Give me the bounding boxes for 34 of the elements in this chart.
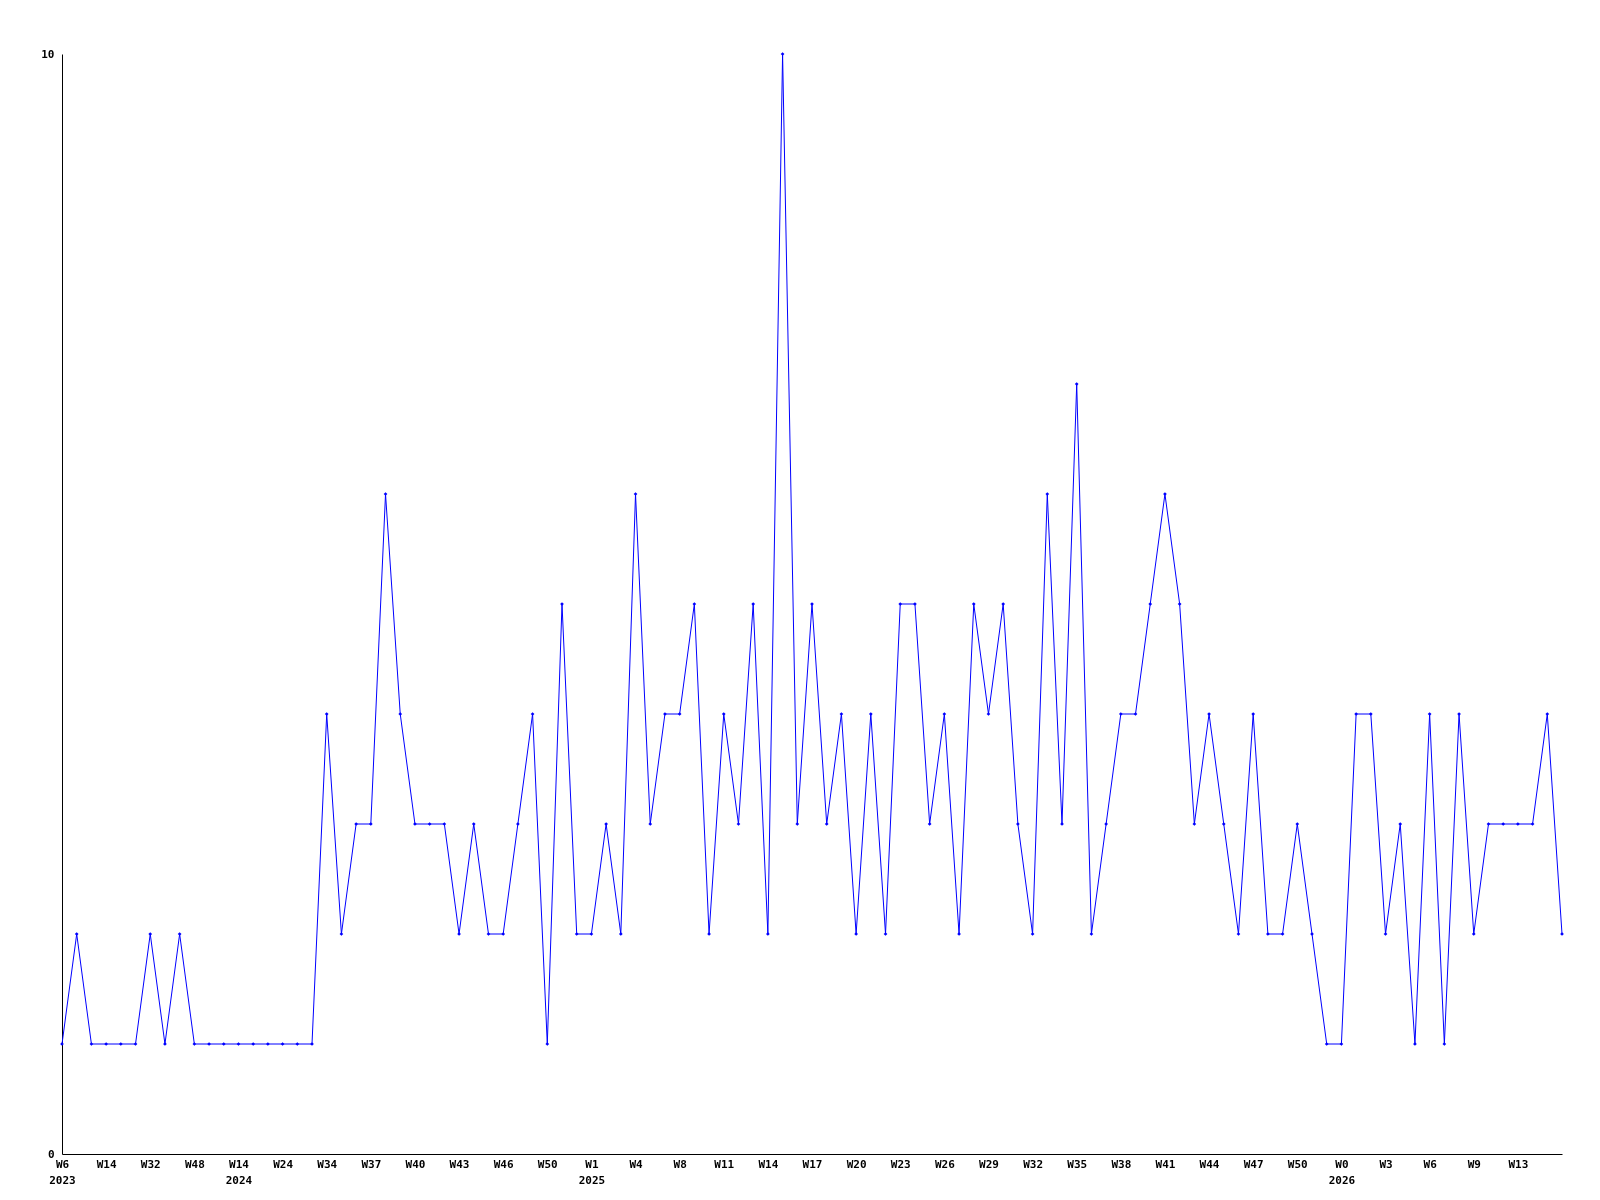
x-tick-label: W38 bbox=[1111, 1157, 1132, 1171]
x-tick-label: W17 bbox=[802, 1157, 823, 1171]
x-tick-label: W44 bbox=[1199, 1157, 1220, 1171]
x-tick-label: W47 bbox=[1243, 1157, 1264, 1171]
x-tick-label: W46 bbox=[493, 1157, 514, 1171]
x-tick-label: W24 bbox=[273, 1157, 294, 1171]
x-tick-label: W8 bbox=[673, 1157, 687, 1171]
x-tick-label: W35 bbox=[1067, 1157, 1088, 1171]
x-tick-label: W14 bbox=[758, 1157, 779, 1171]
x-tick-label: W34 bbox=[317, 1157, 338, 1171]
x-tick-label: W23 bbox=[890, 1157, 911, 1171]
x-tick-label: W14 2024 bbox=[225, 1157, 253, 1187]
x-tick-label: W41 bbox=[1155, 1157, 1176, 1171]
x-tick-label: W50 bbox=[537, 1157, 558, 1171]
x-tick-label: W43 bbox=[449, 1157, 470, 1171]
x-tick-label: W9 bbox=[1467, 1157, 1481, 1171]
x-tick-label: W4 bbox=[629, 1157, 644, 1171]
x-tick-label: W0 2026 bbox=[1328, 1157, 1356, 1187]
y-tick-label: 10 bbox=[41, 47, 55, 61]
x-tick-label: W29 bbox=[979, 1157, 999, 1171]
x-tick-label: W13 bbox=[1508, 1157, 1529, 1171]
x-tick-label: W37 bbox=[361, 1157, 382, 1171]
x-tick-label: W11 bbox=[714, 1157, 735, 1171]
x-tick-label: W3 bbox=[1379, 1157, 1393, 1171]
x-tick-label: W50 bbox=[1287, 1157, 1308, 1171]
x-tick-label: W32 bbox=[140, 1157, 161, 1171]
x-tick-label: W14 bbox=[96, 1157, 117, 1171]
x-tick-label: W48 bbox=[184, 1157, 205, 1171]
x-tick-label: W26 bbox=[934, 1157, 956, 1171]
x-tick-label: W6 bbox=[1423, 1157, 1438, 1171]
x-tick-label: W40 bbox=[405, 1157, 426, 1171]
x-tick-label: W1 2025 bbox=[578, 1157, 606, 1187]
x-tick-label: W20 bbox=[846, 1157, 867, 1171]
x-tick-label: W32 bbox=[1023, 1157, 1044, 1171]
